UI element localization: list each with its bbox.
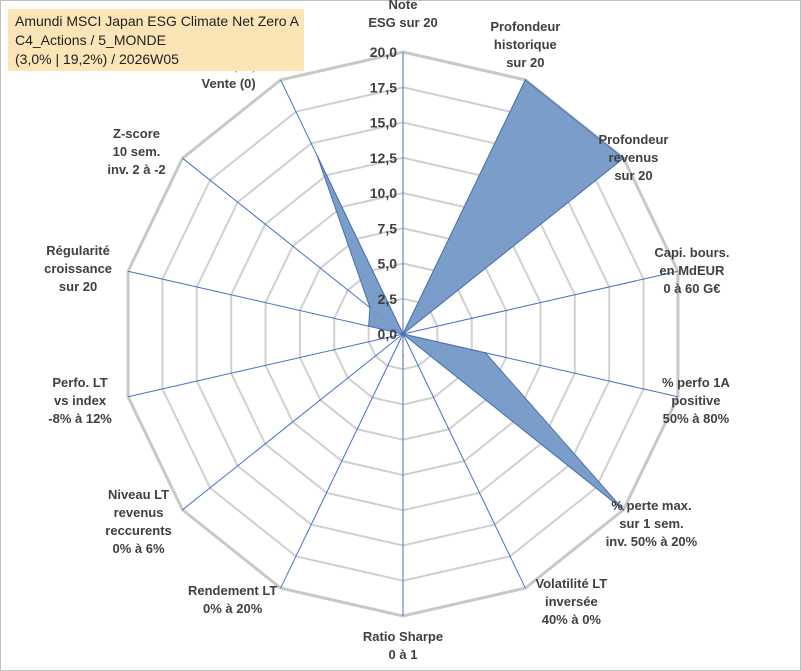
spoke-line [280,333,404,589]
axis-label-line: croissance [44,261,112,276]
axis-label-line: 40% à 0% [542,612,602,627]
axis-label-line: 0% à 6% [113,541,165,556]
axis-labels: Note ESG sur 20 Profondeur historique sur 20… [44,0,730,662]
axis-label-line: 10 sem. [113,144,161,159]
spoke-line [402,270,679,335]
axis-label-line: Volatilité LT [535,576,607,591]
axis-label-line: Régularité [46,243,110,258]
axis-label-line: Note [389,0,418,12]
spoke-line [402,333,526,589]
axis-label-line: 50% à 80% [663,411,730,426]
tick-label: 12,5 [370,150,397,166]
data-point [402,333,404,335]
tick-label: 7,5 [378,220,398,236]
axis-label-line: reccurents [105,523,171,538]
tick-label: 20,0 [370,44,397,60]
axis-label-line: Niveau LT [108,487,169,502]
spoke-line [127,270,404,335]
axis-label: Perfo. LT vs index -8% à 12% [48,375,112,426]
axis-label-line: vs index [54,393,107,408]
axis-label-line: 0% à 20% [203,601,263,616]
axis-label: Régularité croissance sur 20 [44,243,112,294]
data-point [484,352,487,354]
chart-title-box: Amundi MSCI Japan ESG Climate Net Zero A… [8,9,304,71]
axis-label-line: Ratio Sharpe [363,629,443,644]
spoke-line [127,333,404,398]
axis-label: % perte max. sur 1 sem. inv. 50% à 20% [606,498,698,549]
data-point [622,157,625,159]
tick-label: 15,0 [370,115,397,131]
axis-label-line: % perfo 1A [662,375,731,390]
axis-label-line: Vente (0) [202,76,256,91]
axis-label: Niveau LT revenus reccurents 0% à 6% [105,487,171,556]
axis-label-line: -8% à 12% [48,411,112,426]
axis-label-line: Rendement LT [188,583,277,598]
data-point [402,354,404,356]
axis-label-line: sur 1 sem. [619,516,683,531]
data-point [367,325,370,327]
axis-label-line: 0 à 60 G€ [663,281,720,296]
tick-label: 2,5 [378,291,398,307]
chart-title-line-2: C4_Actions / 5_MONDE [15,32,166,48]
radial-tick-labels: 0,0 2,5 5,0 7,5 10,0 12,5 15,0 17,5 20,0 [370,44,397,342]
axis-label-line: Z-score [113,126,160,141]
axis-label-line: inv. 50% à 20% [606,534,698,549]
axis-label-line: en MdEUR [659,263,725,278]
radar-series [316,79,625,511]
axis-label-line: % perte max. [611,498,691,513]
axis-label-line: 0 à 1 [389,647,418,662]
axis-label: Volatilité LT inversée 40% à 0% [535,576,607,627]
axis-label: Ratio Sharpe 0 à 1 [363,629,443,662]
axis-label-line: sur 20 [614,168,652,183]
tick-label: 0,0 [378,326,398,342]
data-point [622,509,625,511]
axis-label-line: inv. 2 à -2 [107,162,165,177]
axis-label-line: ESG sur 20 [368,15,437,30]
tick-label: 17,5 [370,79,397,95]
tick-label: 5,0 [378,256,398,272]
axis-label: Profondeur historique sur 20 [490,19,560,70]
axis-label-line: sur 20 [506,55,544,70]
axis-label: Capi. bours. en MdEUR 0 à 60 G€ [654,245,729,296]
axis-label-line: Profondeur [598,132,668,147]
axis-label-line: revenus [609,150,659,165]
axis-label-line: positive [671,393,720,408]
spoke-line [182,157,404,335]
axis-label: Profondeur revenus sur 20 [598,132,668,183]
chart-title-line-3: (3,0% | 19,2%) / 2026W05 [15,51,179,67]
tick-label: 10,0 [370,185,397,201]
axis-label: % perfo 1A positive 50% à 80% [662,375,731,426]
axis-label-line: Capi. bours. [654,245,729,260]
data-point [316,155,319,157]
data-point [524,79,527,81]
axis-label-line: sur 20 [59,279,97,294]
axis-label-line: Profondeur [490,19,560,34]
axis-label: Note ESG sur 20 [368,0,437,30]
axis-label: Z-score 10 sem. inv. 2 à -2 [107,126,165,177]
spoke-line [182,333,404,511]
axis-label-line: revenus [114,505,164,520]
axis-label-line: inversée [545,594,598,609]
axis-label-line: Perfo. LT [52,375,107,390]
axis-label: Rendement LT 0% à 20% [188,583,277,616]
chart-title-line-1: Amundi MSCI Japan ESG Climate Net Zero A [15,13,299,29]
data-point [369,306,371,309]
axis-label-line: historique [494,37,557,52]
